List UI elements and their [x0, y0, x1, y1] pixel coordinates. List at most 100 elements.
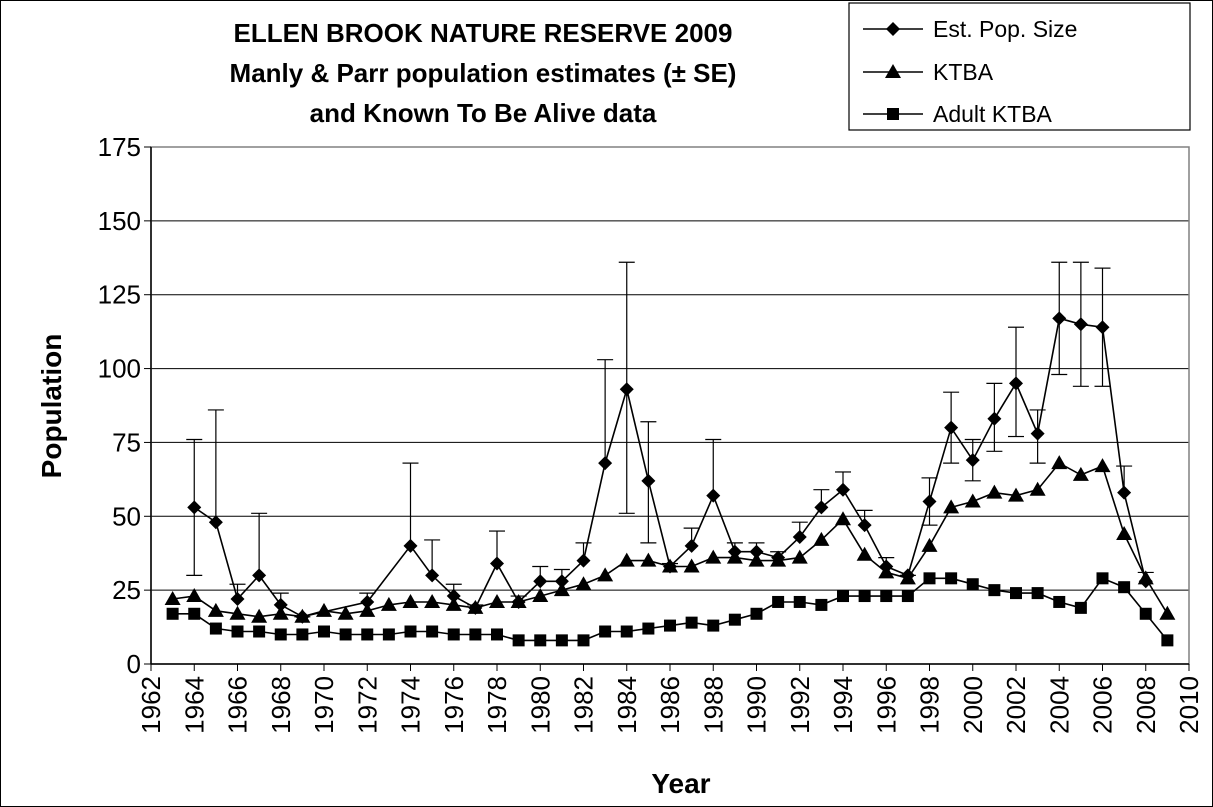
- data-point-est-pop-size: [360, 594, 375, 609]
- data-point-adult-ktba: [923, 572, 936, 585]
- data-point-adult-ktba: [512, 634, 525, 647]
- data-point-adult-ktba: [426, 625, 439, 638]
- data-point-adult-ktba: [231, 625, 244, 638]
- x-tick-label: 1994: [828, 676, 858, 734]
- x-tick-label: 2006: [1088, 676, 1118, 734]
- data-point-adult-ktba: [1118, 581, 1131, 594]
- data-point-est-pop-size: [792, 529, 807, 544]
- data-point-est-pop-size: [965, 453, 980, 468]
- data-point-est-pop-size: [273, 597, 288, 612]
- data-point-adult-ktba: [837, 590, 849, 603]
- series-est-pop-size: [187, 311, 1153, 624]
- data-point-adult-ktba: [1074, 601, 1087, 614]
- x-tick-label: 2010: [1174, 676, 1204, 734]
- data-point-adult-ktba: [361, 628, 374, 641]
- x-tick-label: 2002: [1001, 676, 1031, 734]
- data-point-est-pop-size: [944, 420, 959, 435]
- data-point-ktba: [1051, 455, 1068, 470]
- data-point-ktba: [445, 596, 462, 611]
- data-point-adult-ktba: [534, 634, 547, 647]
- x-tick-label: 1986: [655, 676, 685, 734]
- data-point-ktba: [943, 499, 960, 514]
- x-tick-label: 1962: [136, 676, 166, 734]
- data-point-est-pop-size: [922, 494, 937, 509]
- data-point-ktba: [229, 605, 246, 620]
- data-point-ktba: [640, 552, 657, 567]
- data-point-adult-ktba: [1010, 587, 1022, 600]
- data-point-ktba: [986, 484, 1003, 499]
- data-point-est-pop-size: [1117, 485, 1132, 500]
- data-point-ktba: [683, 558, 700, 573]
- data-point-ktba: [748, 552, 765, 567]
- data-point-adult-ktba: [339, 628, 352, 641]
- data-point-adult-ktba: [858, 590, 871, 603]
- data-point-est-pop-size: [619, 382, 634, 397]
- data-point-adult-ktba: [1031, 587, 1044, 600]
- data-point-est-pop-size: [208, 515, 223, 530]
- x-tick-label: 1966: [223, 676, 253, 734]
- y-tick-label: 175: [98, 132, 141, 162]
- data-point-ktba: [1008, 487, 1024, 502]
- data-point-adult-ktba: [166, 607, 179, 620]
- data-point-ktba: [1116, 526, 1133, 541]
- x-tick-label: 1980: [525, 676, 555, 734]
- data-point-ktba: [553, 582, 570, 597]
- data-point-adult-ktba: [1161, 634, 1174, 647]
- data-point-adult-ktba: [404, 625, 417, 638]
- data-point-est-pop-size: [1052, 311, 1067, 326]
- y-axis-title: Population: [36, 334, 67, 479]
- series-ktba: [164, 455, 1176, 623]
- y-tick-label: 75: [112, 427, 141, 457]
- data-point-ktba: [1072, 466, 1089, 481]
- data-point-ktba: [662, 558, 678, 573]
- data-point-ktba: [726, 549, 743, 564]
- y-tick-label: 50: [112, 501, 141, 531]
- data-point-adult-ktba: [318, 625, 330, 638]
- data-point-adult-ktba: [793, 595, 806, 608]
- x-tick-label: 1990: [742, 676, 772, 734]
- legend-label-est-pop-size: Est. Pop. Size: [933, 16, 1077, 42]
- legend-label-adult-ktba: Adult KTBA: [933, 101, 1053, 127]
- data-point-est-pop-size: [252, 568, 267, 583]
- data-point-adult-ktba: [664, 619, 676, 632]
- data-point-ktba: [251, 608, 268, 623]
- y-tick-label: 100: [98, 354, 141, 384]
- data-point-est-pop-size: [533, 574, 548, 589]
- data-point-ktba: [510, 593, 527, 608]
- data-point-adult-ktba: [945, 572, 958, 585]
- x-tick-label: 1978: [482, 676, 512, 734]
- data-point-est-pop-size: [857, 518, 872, 533]
- data-point-ktba: [835, 511, 851, 526]
- data-point-est-pop-size: [684, 538, 699, 553]
- data-point-ktba: [791, 549, 808, 564]
- data-point-est-pop-size: [425, 568, 440, 583]
- data-point-adult-ktba: [685, 616, 698, 629]
- gridlines: [151, 220, 1189, 591]
- x-axis-title: Year: [651, 768, 710, 799]
- x-tick-label: 1996: [871, 676, 901, 734]
- data-point-ktba: [272, 605, 289, 620]
- data-point-adult-ktba: [815, 598, 828, 611]
- x-tick-label: 1964: [179, 676, 209, 734]
- x-tick-label: 1972: [352, 676, 382, 734]
- legend: Est. Pop. Size KTBA Adult KTBA: [848, 2, 1191, 131]
- data-point-est-pop-size: [187, 500, 202, 515]
- data-point-adult-ktba: [1053, 595, 1066, 608]
- data-point-est-pop-size: [598, 456, 613, 471]
- y-tick-label: 150: [98, 206, 141, 236]
- y-tick-label: 25: [112, 575, 141, 605]
- chart-title-line-2: Manly & Parr population estimates (± SE): [230, 58, 737, 88]
- data-point-ktba: [489, 593, 505, 608]
- data-point-ktba: [1137, 570, 1154, 585]
- data-point-est-pop-size: [490, 556, 504, 571]
- data-point-est-pop-size: [814, 500, 829, 515]
- x-tick-label: 1988: [698, 676, 728, 734]
- chart-title-line-3: and Known To Be Alive data: [310, 98, 657, 128]
- data-point-ktba: [532, 588, 549, 603]
- data-point-est-pop-size: [1030, 426, 1045, 441]
- data-point-ktba: [1029, 481, 1046, 496]
- data-point-adult-ktba: [728, 613, 741, 626]
- legend-marker-adult-ktba: [887, 108, 899, 120]
- data-point-est-pop-size: [554, 574, 569, 589]
